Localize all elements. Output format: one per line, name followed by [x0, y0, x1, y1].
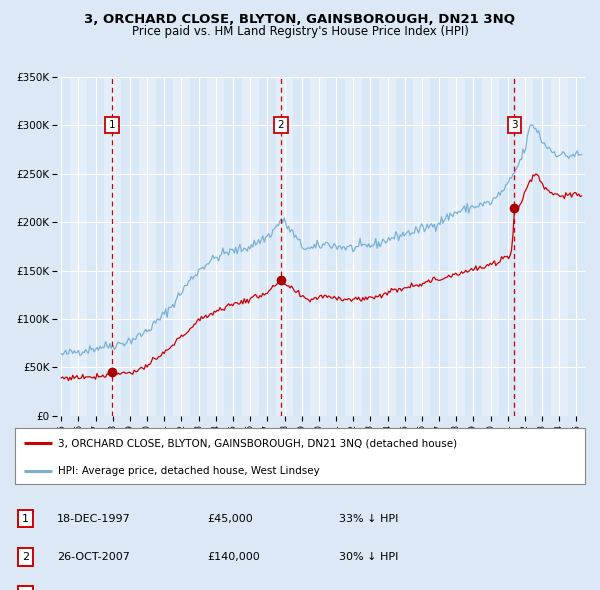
Bar	[568, 77, 585, 416]
Bar	[224, 77, 242, 416]
Text: Price paid vs. HM Land Registry's House Price Index (HPI): Price paid vs. HM Land Registry's House …	[131, 25, 469, 38]
Bar	[328, 77, 344, 416]
Bar	[293, 77, 310, 416]
Text: £140,000: £140,000	[207, 552, 260, 562]
Bar	[430, 77, 448, 416]
Bar	[121, 77, 139, 416]
Bar	[465, 77, 482, 416]
Text: £45,000: £45,000	[207, 514, 253, 523]
Text: 3, ORCHARD CLOSE, BLYTON, GAINSBOROUGH, DN21 3NQ: 3, ORCHARD CLOSE, BLYTON, GAINSBOROUGH, …	[85, 13, 515, 26]
Text: 3: 3	[511, 120, 517, 130]
Bar	[156, 77, 173, 416]
Text: 30% ↓ HPI: 30% ↓ HPI	[339, 552, 398, 562]
Text: 2: 2	[278, 120, 284, 130]
Bar	[362, 77, 379, 416]
Bar	[87, 77, 104, 416]
Text: 2: 2	[22, 552, 29, 562]
Bar	[396, 77, 413, 416]
Text: HPI: Average price, detached house, West Lindsey: HPI: Average price, detached house, West…	[58, 467, 320, 477]
Text: 26-OCT-2007: 26-OCT-2007	[57, 552, 130, 562]
Text: 3, ORCHARD CLOSE, BLYTON, GAINSBOROUGH, DN21 3NQ (detached house): 3, ORCHARD CLOSE, BLYTON, GAINSBOROUGH, …	[58, 438, 457, 448]
Text: 1: 1	[22, 514, 29, 523]
Text: 33% ↓ HPI: 33% ↓ HPI	[339, 514, 398, 523]
Bar	[499, 77, 517, 416]
Bar	[53, 77, 70, 416]
Text: 1: 1	[109, 120, 115, 130]
Bar	[259, 77, 276, 416]
Bar	[533, 77, 551, 416]
Text: 18-DEC-1997: 18-DEC-1997	[57, 514, 131, 523]
Bar	[190, 77, 207, 416]
